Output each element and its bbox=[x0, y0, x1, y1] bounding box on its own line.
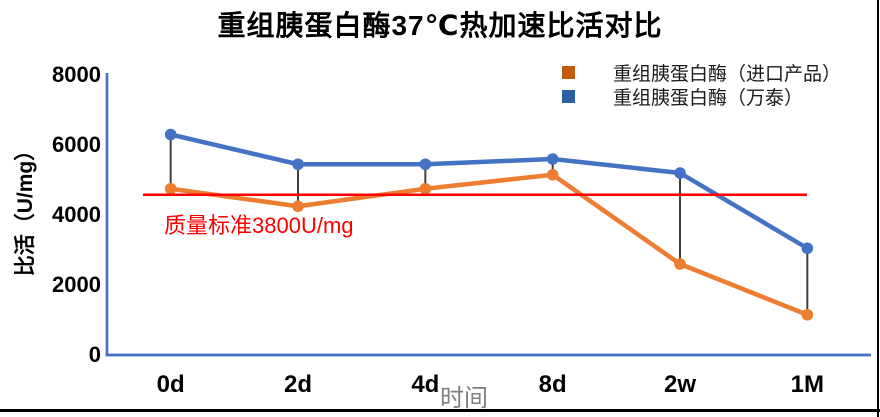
x-axis-title: 时间 bbox=[440, 385, 488, 412]
y-tick-label: 2000 bbox=[52, 272, 101, 297]
series-wantai-marker bbox=[546, 153, 559, 165]
legend-label-wantai: 重组胰蛋白酶（万泰） bbox=[613, 87, 804, 109]
series-imported-line bbox=[168, 172, 810, 317]
x-tick-label: 4d bbox=[411, 371, 440, 398]
x-tick-label: 2w bbox=[663, 371, 696, 398]
cell-border-bottom bbox=[0, 409, 880, 412]
y-tick-label: 8000 bbox=[52, 62, 101, 87]
series-imported-marker bbox=[419, 182, 432, 195]
y-tick-label: 4000 bbox=[52, 202, 101, 227]
chart-title: 重组胰蛋白酶37℃热加速比活对比 bbox=[217, 10, 663, 41]
legend: 重组胰蛋白酶（进口产品） 重组胰蛋白酶（万泰） bbox=[562, 60, 842, 109]
cell-border-right bbox=[877, 0, 879, 417]
series-imported-marker bbox=[546, 168, 559, 181]
series-wantai-line bbox=[168, 132, 810, 251]
y-tick-label: 6000 bbox=[52, 132, 101, 157]
reference-line-label: 质量标准3800U/mg bbox=[164, 213, 354, 238]
legend-swatch-imported bbox=[562, 65, 575, 79]
y-tick-label: 0 bbox=[88, 342, 101, 367]
legend-label-imported: 重组胰蛋白酶（进口产品） bbox=[613, 63, 842, 85]
series-imported-marker bbox=[164, 182, 177, 195]
series-wantai-marker bbox=[292, 158, 304, 171]
legend-item-wantai: 重组胰蛋白酶（万泰） bbox=[562, 84, 841, 109]
series-wantai-marker bbox=[419, 158, 432, 171]
legend-item-imported: 重组胰蛋白酶（进口产品） bbox=[562, 60, 842, 85]
legend-swatch-wantai bbox=[562, 89, 575, 103]
series-imported-marker bbox=[674, 258, 686, 270]
series-imported-marker bbox=[292, 200, 304, 213]
x-tick-label: 1M bbox=[790, 371, 824, 398]
series-wantai-marker bbox=[674, 167, 686, 179]
series-wantai-marker bbox=[164, 128, 177, 141]
x-tick-label: 2d bbox=[283, 371, 312, 398]
series-wantai-marker bbox=[801, 242, 814, 255]
series-imported-marker bbox=[801, 308, 814, 321]
x-tick-label: 8d bbox=[538, 371, 567, 398]
x-tick-label: 0d bbox=[156, 371, 185, 398]
